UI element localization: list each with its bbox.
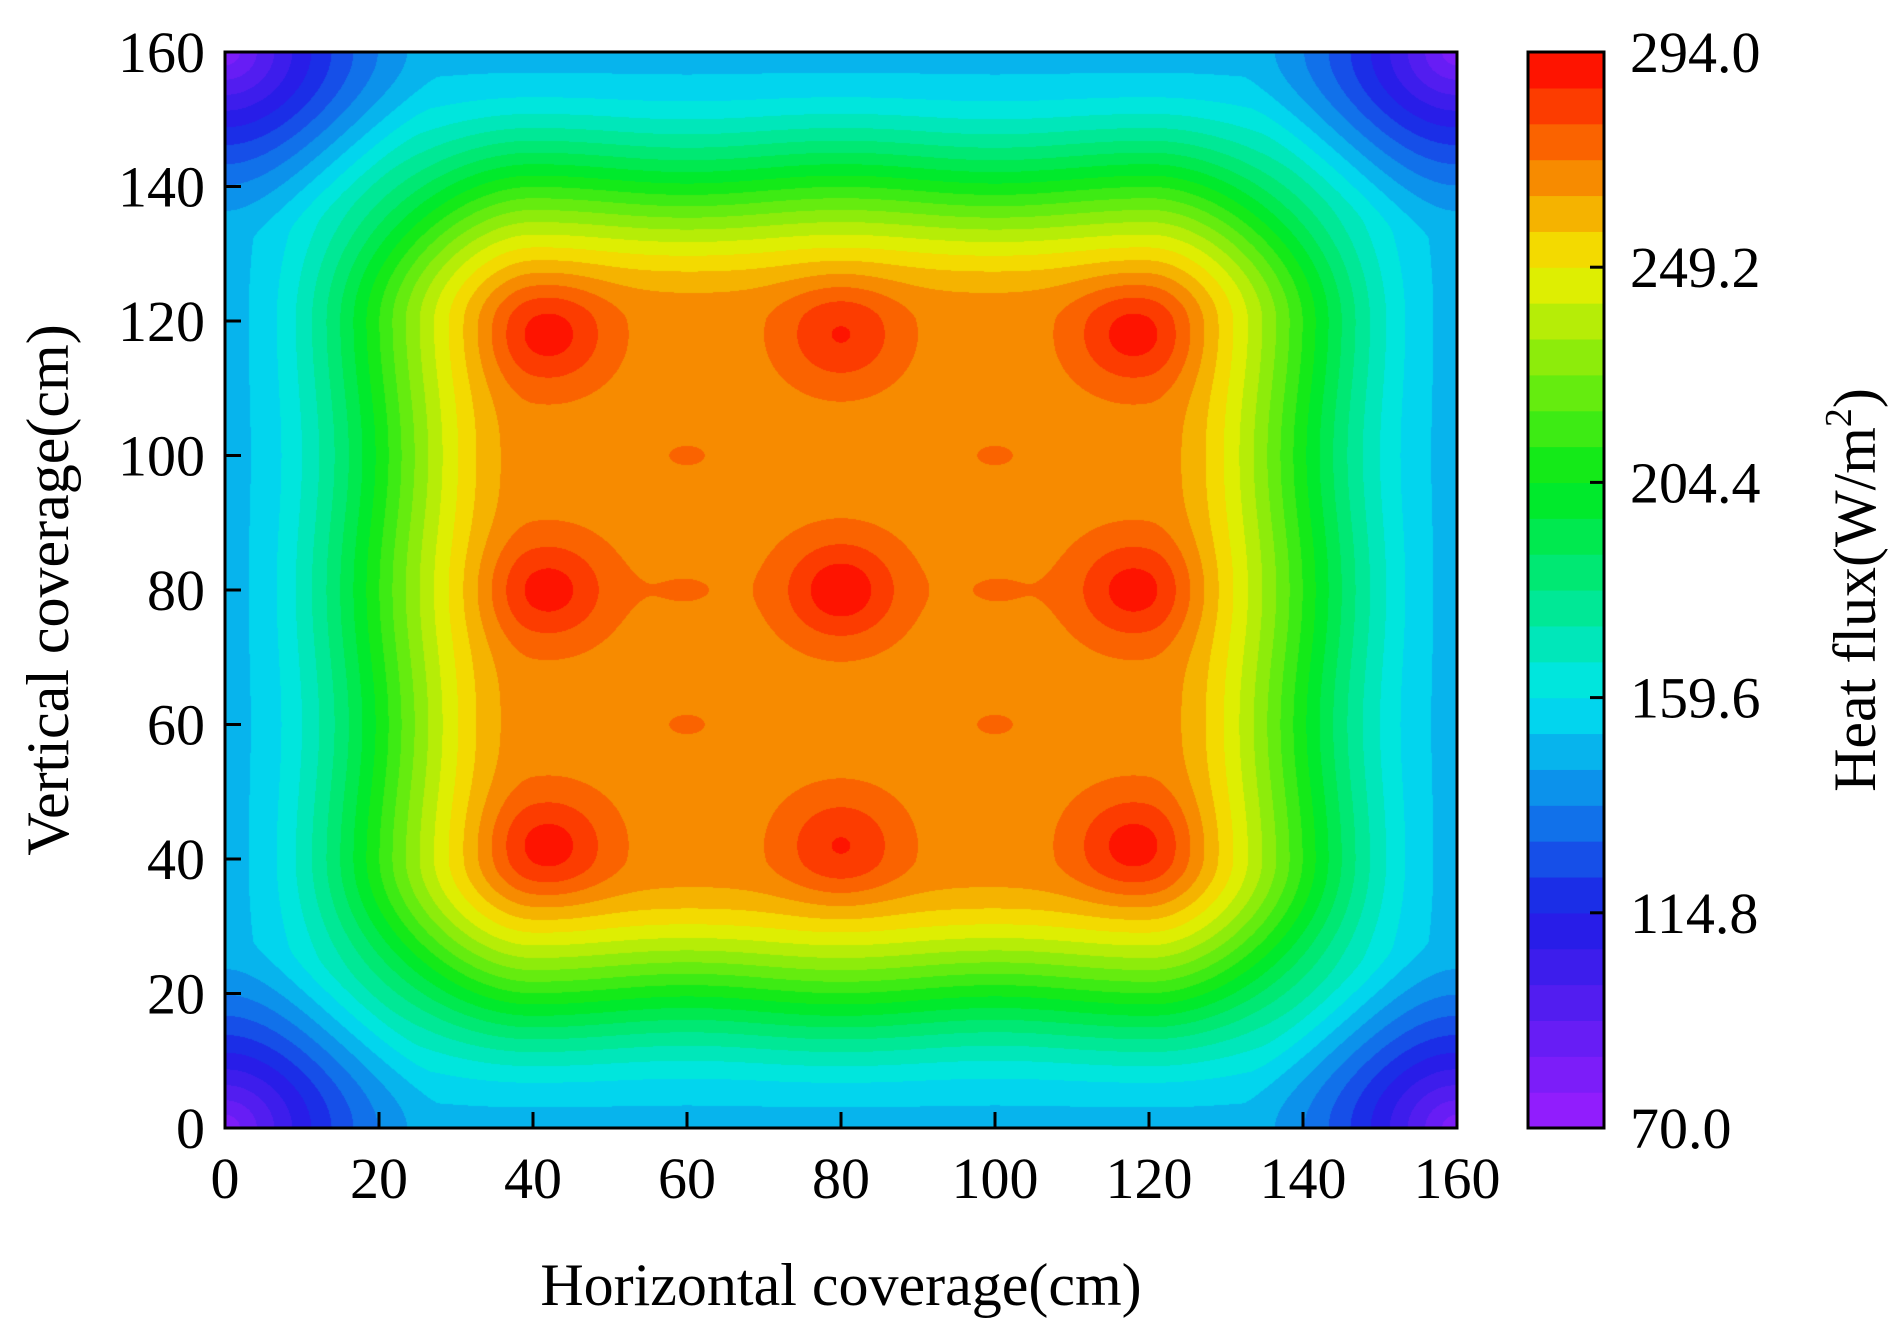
heatmap-plot: [223, 50, 1459, 1130]
colorbar-title-close: ): [1822, 388, 1888, 408]
colorbar-band: [1528, 661, 1604, 699]
heatmap-canvas: [225, 52, 1457, 1128]
colorbar: 70.0 114.8 159.6 204.4 249.2 294.0 Heat flux(…: [1526, 20, 1888, 1161]
x-axis: 0 20 40 60 80 100 120 140 160: [211, 1112, 1501, 1211]
colorbar-band: [1528, 733, 1604, 770]
colorbar-tick-label: 114.8: [1630, 881, 1758, 946]
x-tick-label: 80: [812, 1146, 870, 1211]
y-tick-label: 100: [118, 424, 205, 489]
colorbar-tick-label: 70.0: [1630, 1096, 1732, 1161]
x-tick-label: 100: [952, 1146, 1039, 1211]
colorbar-band: [1528, 1056, 1604, 1093]
colorbar-band: [1528, 446, 1604, 483]
colorbar-band: [1528, 876, 1604, 914]
y-tick-label: 160: [118, 20, 205, 85]
colorbar-band: [1528, 948, 1604, 986]
x-tick-label: 60: [658, 1146, 716, 1211]
colorbar-band: [1528, 554, 1604, 591]
x-tick-label: 140: [1260, 1146, 1347, 1211]
colorbar-band: [1528, 984, 1604, 1021]
colorbar-frame: [1526, 50, 1606, 1130]
colorbar-band: [1528, 590, 1604, 627]
y-tick-label: 40: [147, 827, 205, 892]
y-tick-label: 80: [147, 558, 205, 623]
colorbar-tick-label: 249.2: [1630, 235, 1761, 300]
colorbar-title-main: Heat flux(W/m: [1822, 427, 1888, 792]
y-axis: 0 20 40 60 80 100 120 140 160: [118, 20, 241, 1161]
colorbar-band: [1528, 410, 1604, 448]
y-tick-label: 120: [118, 289, 205, 354]
x-tick-label: 0: [211, 1146, 240, 1211]
y-tick-label: 0: [176, 1096, 205, 1161]
x-tick-label: 40: [504, 1146, 562, 1211]
colorbar-band: [1528, 841, 1604, 878]
y-axis-title: Vertical coverage(cm): [15, 324, 81, 855]
colorbar-tick-label: 204.4: [1630, 450, 1761, 515]
y-tick-label: 140: [118, 155, 205, 220]
colorbar-tick-label: 159.6: [1630, 666, 1761, 731]
colorbar-band: [1528, 697, 1604, 735]
x-tick-label: 120: [1106, 1146, 1193, 1211]
x-tick-label: 160: [1414, 1146, 1501, 1211]
colorbar-band: [1528, 267, 1604, 304]
colorbar-title-sup: 2: [1818, 408, 1860, 427]
y-tick-label: 60: [147, 693, 205, 758]
colorbar-band: [1528, 374, 1604, 412]
colorbar-band: [1528, 87, 1604, 125]
colorbar-band: [1528, 1092, 1604, 1129]
colorbar-band: [1528, 518, 1604, 555]
colorbar-band: [1528, 482, 1604, 519]
colorbar-band: [1528, 625, 1604, 663]
colorbar-band: [1528, 123, 1604, 161]
colorbar-band: [1528, 805, 1604, 842]
y-tick-label: 20: [147, 962, 205, 1027]
colorbar-band: [1528, 338, 1604, 376]
colorbar-band: [1528, 769, 1604, 806]
colorbar-band: [1528, 159, 1604, 197]
colorbar-band: [1528, 303, 1604, 340]
colorbar-band: [1528, 231, 1604, 268]
x-axis-title: Horizontal coverage(cm): [540, 1252, 1141, 1318]
colorbar-title: Heat flux(W/m2): [1818, 388, 1888, 792]
x-tick-label: 20: [350, 1146, 408, 1211]
colorbar-band: [1528, 195, 1604, 232]
colorbar-band: [1528, 912, 1604, 950]
colorbar-bands: [1528, 52, 1604, 1129]
colorbar-ticks: 70.0 114.8 159.6 204.4 249.2 294.0: [1590, 20, 1761, 1161]
colorbar-tick-label: 294.0: [1630, 20, 1761, 85]
colorbar-band: [1528, 1020, 1604, 1057]
colorbar-band: [1528, 52, 1604, 89]
